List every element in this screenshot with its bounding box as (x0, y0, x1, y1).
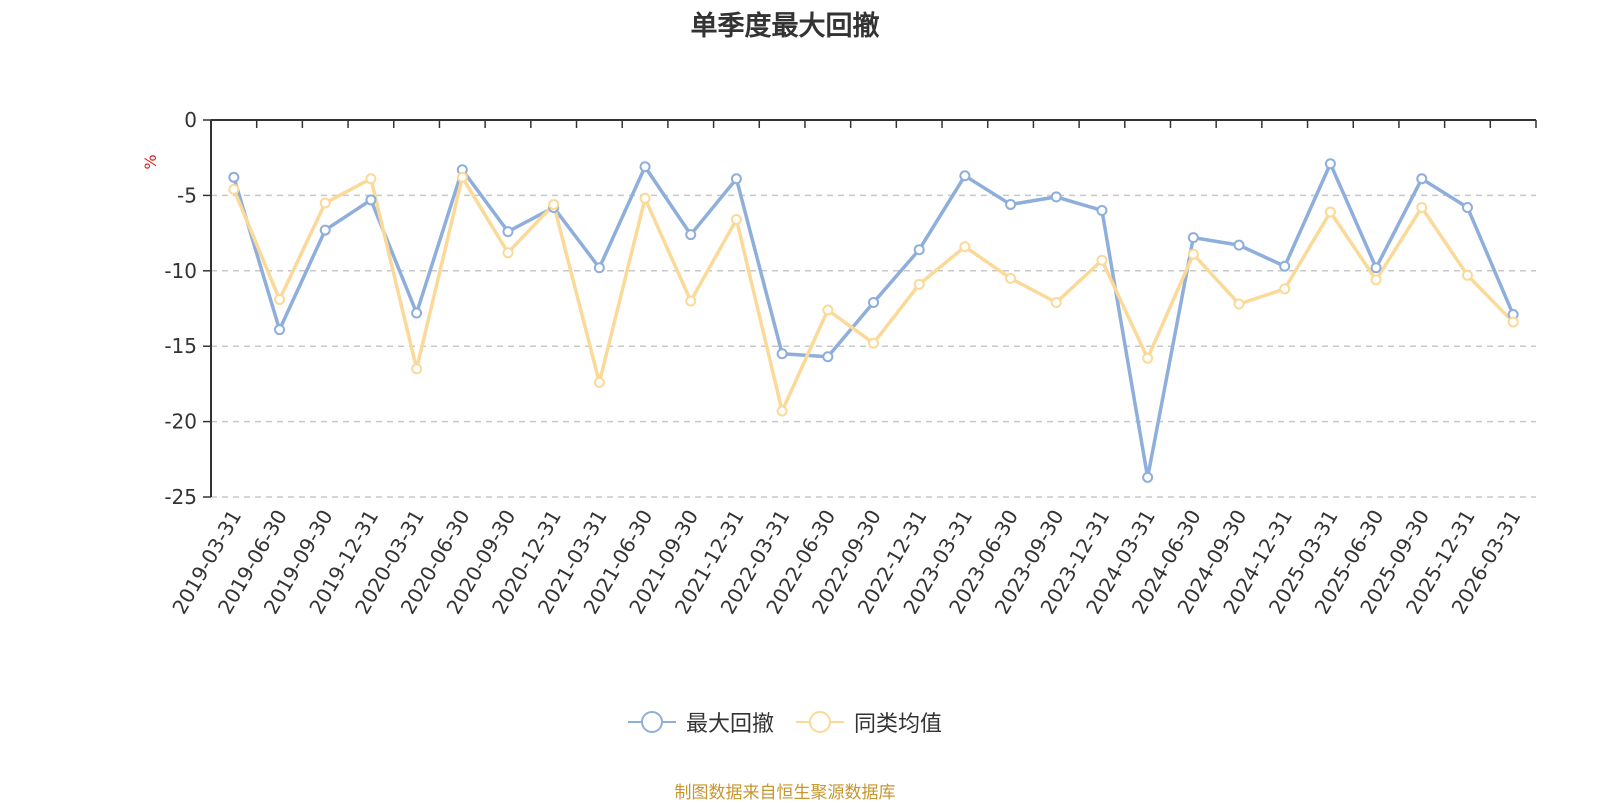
y-tick-label: -25 (164, 485, 197, 509)
data-point (639, 161, 651, 173)
data-point (685, 295, 697, 307)
data-point (913, 244, 925, 256)
data-point (1233, 298, 1245, 310)
legend-item-max-drawdown[interactable]: 最大回撤 (627, 706, 774, 738)
data-point (685, 229, 697, 241)
series (228, 158, 1519, 483)
data-point (776, 405, 788, 417)
data-point (1142, 352, 1154, 364)
data-point (411, 307, 423, 319)
data-point (1187, 248, 1199, 260)
data-point (959, 241, 971, 253)
data-point (639, 192, 651, 204)
data-point (1233, 239, 1245, 251)
plot-area: 0-5-10-15-20-25%2019-03-312019-06-302019… (141, 108, 1537, 618)
y-axis-label: % (141, 154, 160, 169)
legend-marker-icon (627, 711, 676, 733)
data-point (502, 247, 514, 259)
series-line-0 (232, 161, 1515, 480)
data-point (913, 278, 925, 290)
data-point (959, 170, 971, 182)
data-point (502, 226, 514, 238)
y-tick-label: -5 (177, 183, 197, 207)
data-point (1416, 201, 1428, 213)
data-point (1461, 269, 1473, 281)
data-point (822, 351, 834, 363)
y-tick-label: -20 (164, 410, 197, 434)
data-point (456, 171, 468, 183)
data-point (1050, 296, 1062, 308)
data-point (1279, 260, 1291, 272)
data-point (868, 337, 879, 349)
data-point (228, 171, 240, 183)
data-point (274, 324, 286, 336)
source-note: 制图数据来自恒生聚源数据库 (674, 783, 896, 803)
data-point (319, 197, 331, 209)
data-point (730, 173, 742, 185)
legend-item-peer-average[interactable]: 同类均值 (796, 706, 942, 738)
data-point (1279, 283, 1291, 295)
data-point (1005, 198, 1017, 210)
data-point (868, 296, 879, 308)
data-point (365, 194, 377, 206)
axes: 0-5-10-15-20-25%2019-03-312019-06-302019… (141, 108, 1537, 618)
data-point (1370, 274, 1382, 286)
data-point (319, 224, 331, 236)
data-point (1416, 173, 1428, 185)
data-point (1507, 316, 1519, 328)
data-point (274, 293, 286, 305)
y-tick-label: -15 (164, 334, 197, 358)
data-point (1324, 158, 1336, 170)
data-point (1187, 232, 1199, 244)
data-point (730, 214, 742, 226)
data-point (411, 363, 423, 375)
data-point (1096, 254, 1108, 266)
legend-label: 同类均值 (854, 712, 943, 737)
y-tick-label: -10 (164, 259, 197, 283)
data-point (1005, 272, 1017, 284)
data-point (593, 376, 605, 388)
data-point (228, 183, 240, 195)
data-point (1142, 471, 1154, 483)
y-tick-label: 0 (184, 108, 197, 132)
data-point (1324, 206, 1336, 218)
data-point (1096, 204, 1108, 216)
data-point (1050, 191, 1062, 203)
chart-title: 单季度最大回撤 (690, 11, 880, 42)
data-point (1370, 262, 1382, 274)
data-point (593, 262, 605, 274)
data-point (822, 304, 834, 316)
legend: 最大回撤 同类均值 (0, 706, 1570, 738)
series-line-1 (232, 175, 1515, 413)
data-point (548, 198, 560, 210)
data-point (1461, 201, 1473, 213)
legend-label: 最大回撤 (685, 712, 774, 737)
data-point (365, 173, 377, 185)
legend-marker-icon (796, 711, 844, 733)
data-point (776, 348, 788, 360)
